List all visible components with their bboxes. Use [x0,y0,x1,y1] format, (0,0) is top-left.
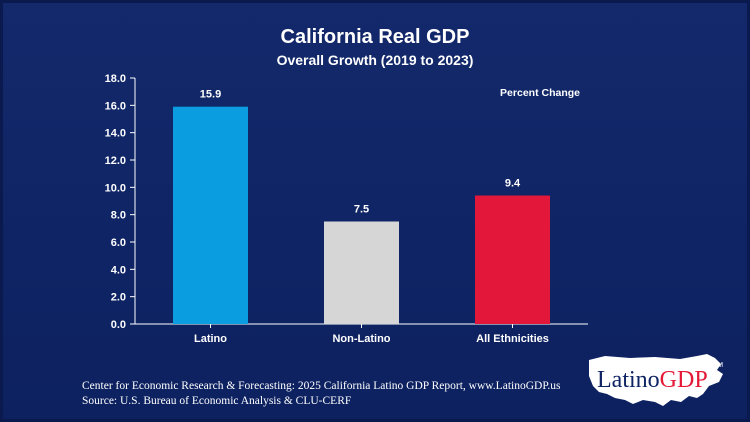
logo-latino-text: Latino [597,367,660,393]
bar-all-ethnicities [475,195,550,324]
latinogdp-logo: LatinoGDP TM [585,352,735,410]
border-top [0,0,750,3]
logo-gdp-text: GDP [659,367,708,393]
y-tick-label: 0.0 [111,319,126,331]
x-tick-label: Latino [194,333,227,345]
y-tick-label: 8.0 [111,210,126,222]
bar-non-latino [324,221,399,324]
border-right [747,0,750,422]
data-label: 9.4 [505,178,521,190]
data-label: 15.9 [200,89,221,101]
x-tick-label: Non-Latino [332,333,390,345]
chart-subtitle: Overall Growth (2019 to 2023) [276,52,474,68]
y-tick-label: 12.0 [105,155,126,167]
border-left [0,0,3,422]
chart-title: California Real GDP [280,26,470,48]
y-tick-label: 14.0 [105,128,126,140]
us-map-icon [589,354,723,406]
bar-latino [173,106,248,324]
y-tick-label: 6.0 [111,237,126,249]
logo-trademark: TM [713,362,724,369]
y-tick-label: 4.0 [111,264,126,276]
logo-wordmark: LatinoGDP [597,366,708,394]
data-label: 7.5 [354,204,369,216]
border-bottom [0,419,750,422]
footer-source: Source: U.S. Bureau of Economic Analysis… [82,395,352,407]
y-tick-label: 2.0 [111,292,126,304]
y-tick-label: 16.0 [105,100,126,112]
x-tick-label: All Ethnicities [476,333,549,345]
footer-credit: Center for Economic Research & Forecasti… [82,380,561,392]
percent-change-annotation: Percent Change [500,87,580,99]
y-tick-label: 18.0 [105,73,126,85]
y-tick-label: 10.0 [105,182,126,194]
